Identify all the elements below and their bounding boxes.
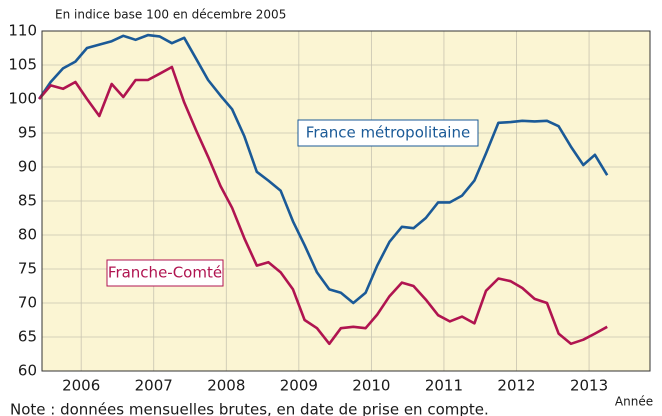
x-tick-label: 2007 <box>135 377 173 395</box>
x-axis-label: Année <box>615 395 653 409</box>
legend-box <box>297 119 479 147</box>
x-tick-label: 2006 <box>62 377 100 395</box>
subtitle: En indice base 100 en décembre 2005 <box>55 8 286 22</box>
series-line <box>38 65 608 346</box>
x-tick-label: 2008 <box>207 377 245 395</box>
note: Note : données mensuelles brutes, en dat… <box>10 401 489 416</box>
y-tick-label: 70 <box>18 294 37 312</box>
x-tick-label: 2011 <box>425 377 463 395</box>
x-tick-label: 2009 <box>280 377 318 395</box>
legend-label: Franche-Comté <box>108 264 222 282</box>
y-tick-label: 80 <box>18 226 37 244</box>
x-tick-label: 2013 <box>570 377 608 395</box>
legend-box <box>106 259 224 287</box>
y-tick-label: 65 <box>18 328 37 346</box>
y-tick-label: 105 <box>8 56 37 74</box>
x-tick-label: 2012 <box>497 377 535 395</box>
y-tick-label: 95 <box>18 124 37 142</box>
x-tick-label: 2010 <box>352 377 390 395</box>
y-tick-label: 90 <box>18 158 37 176</box>
plot-frame <box>41 30 651 372</box>
y-tick-label: 75 <box>18 260 37 278</box>
y-tick-label: 60 <box>18 362 37 380</box>
legend-label: France métropolitaine <box>306 124 470 142</box>
y-tick-label: 85 <box>18 192 37 210</box>
y-tick-label: 100 <box>8 90 37 108</box>
y-tick-label: 110 <box>8 22 37 40</box>
series-line <box>38 33 609 305</box>
